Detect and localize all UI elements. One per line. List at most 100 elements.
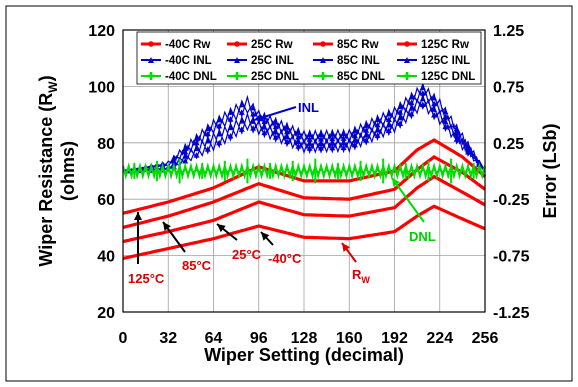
- annotations: INL DNL RW 125°C 85°C 25°C -40°C: [128, 100, 436, 286]
- inl-marker: [204, 137, 211, 144]
- legend-label: 85C Rw: [337, 39, 379, 51]
- inl-marker: [250, 111, 257, 117]
- inl-series-line: [122, 81, 486, 173]
- rw-series-line: [122, 154, 486, 229]
- inl-marker: [397, 103, 404, 109]
- x-tick-label: 160: [336, 330, 363, 347]
- y2-tick-label: -1.25: [493, 305, 530, 322]
- y2-axis-title: Error (LSb): [540, 123, 560, 218]
- y-tick-label: 40: [97, 249, 115, 266]
- inl-marker: [419, 95, 426, 102]
- y-axis-unit: (ohms): [58, 141, 78, 201]
- t125-label: 125°C: [128, 271, 165, 286]
- inl-marker: [216, 122, 223, 129]
- inl-marker: [374, 132, 381, 138]
- legend-label: 85C DNL: [337, 71, 385, 83]
- inl-marker: [351, 127, 358, 134]
- x-tick-label: 32: [159, 330, 177, 347]
- rw-label: RW: [352, 267, 370, 285]
- inl-marker: [351, 137, 358, 143]
- inl-marker: [182, 157, 189, 164]
- legend-marker: [234, 41, 240, 47]
- legend-marker: [404, 41, 410, 47]
- legend-label: -40C DNL: [165, 71, 217, 83]
- legend-marker: [403, 72, 411, 80]
- inl-marker: [329, 144, 336, 151]
- inl-marker: [306, 145, 313, 151]
- inl-marker: [227, 109, 234, 115]
- y-tick-label: 80: [97, 136, 115, 153]
- inl-marker: [397, 109, 404, 115]
- inl-marker: [238, 126, 245, 132]
- inl-marker: [250, 104, 257, 111]
- inl-marker: [431, 100, 438, 107]
- inl-marker: [385, 116, 392, 123]
- legend-marker: [233, 72, 241, 80]
- inl-marker: [408, 110, 415, 117]
- legend-marker: [319, 72, 327, 80]
- inl-marker: [193, 139, 200, 146]
- legend-marker: [148, 41, 154, 47]
- x-tick-label: 0: [119, 330, 128, 347]
- legend-marker: [320, 41, 326, 47]
- inl-marker: [431, 95, 438, 101]
- y2-tick-label: -0.75: [493, 249, 530, 266]
- dnl-arrow-head: [392, 178, 400, 187]
- inl-marker: [284, 138, 291, 145]
- inl-marker: [295, 129, 302, 135]
- legend-label: 25C Rw: [251, 39, 293, 51]
- inl-marker: [385, 127, 392, 134]
- legend-label: 85C INL: [337, 55, 380, 67]
- x-axis-title: Wiper Setting (decimal): [204, 345, 404, 365]
- inl-marker: [216, 139, 223, 146]
- rw-series-line: [122, 204, 486, 260]
- x-tick-label: 128: [291, 330, 318, 347]
- x-tick-label: 192: [381, 330, 408, 347]
- inl-marker: [306, 131, 313, 138]
- t85-arrow-head: [163, 222, 171, 231]
- legend-marker: [234, 57, 240, 63]
- inl-marker: [397, 114, 404, 121]
- legend-label: 125C Rw: [421, 39, 469, 51]
- inl-marker: [408, 99, 415, 106]
- y-axis-title: Wiper Resistance (RW): [36, 75, 60, 266]
- y-axis-title-sub: W: [46, 81, 60, 93]
- y-tick-label: 100: [88, 79, 115, 96]
- legend-label: -40C Rw: [165, 39, 210, 51]
- inl-marker: [465, 148, 472, 155]
- inl-marker: [385, 122, 392, 128]
- inl-marker: [374, 127, 381, 133]
- inl-marker: [397, 120, 404, 126]
- x-tick-label: 96: [250, 330, 268, 347]
- inl-marker: [250, 118, 257, 124]
- t125-arrow-head: [134, 212, 142, 220]
- inl-label: INL: [298, 100, 319, 115]
- inl-marker: [340, 144, 347, 150]
- inl-marker: [317, 145, 324, 151]
- inl-marker: [385, 111, 392, 117]
- inl-marker: [431, 106, 438, 112]
- rw-arrow-head: [342, 243, 350, 252]
- inl-marker: [204, 130, 211, 137]
- y-tick-label: 20: [97, 305, 115, 322]
- inl-marker: [238, 109, 245, 115]
- inl-marker: [419, 101, 426, 107]
- inl-marker: [340, 130, 347, 137]
- inl-marker: [272, 134, 279, 140]
- legend-label: 25C INL: [251, 55, 294, 67]
- legend-box: [136, 31, 482, 85]
- inl-marker: [340, 139, 347, 146]
- y-axis-title-main: Wiper Resistance (R: [36, 93, 56, 267]
- inl-marker: [238, 118, 245, 124]
- t25-arrow-head: [217, 224, 226, 233]
- inl-marker: [363, 122, 370, 128]
- rw-series-line: [122, 174, 486, 244]
- legend-label: 125C DNL: [421, 71, 475, 83]
- legend: -40C Rw 25C Rw 85C Rw 125C Rw -40C INL 25C IN…: [136, 31, 482, 85]
- dnl-arrow-line: [391, 177, 425, 223]
- inl-marker: [431, 111, 438, 118]
- x-tick-label: 224: [426, 330, 453, 347]
- inl-marker: [329, 140, 336, 146]
